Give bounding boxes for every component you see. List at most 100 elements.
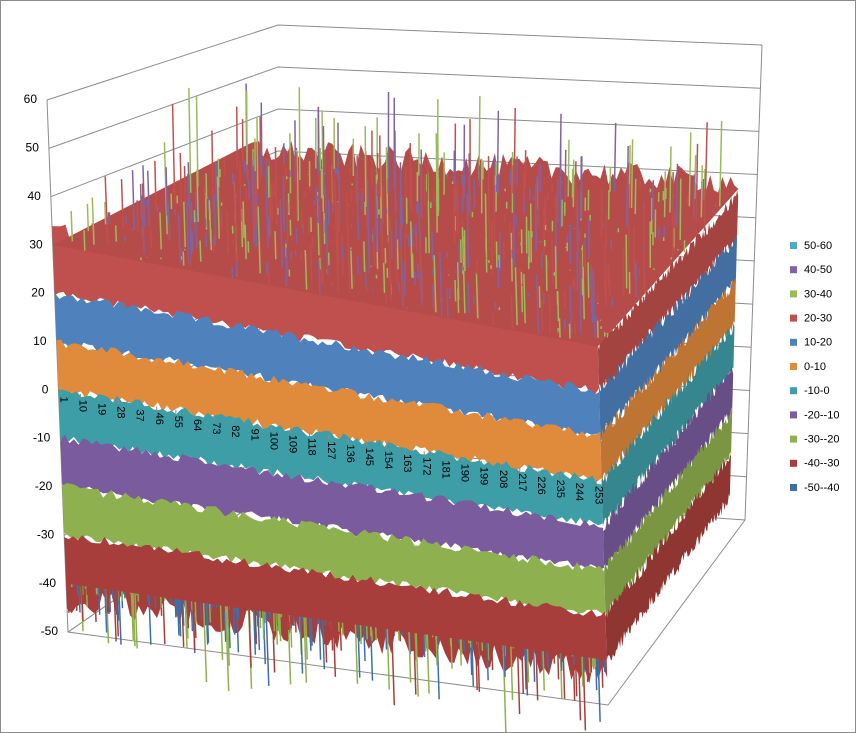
- surface-spike: [183, 165, 187, 204]
- surface-spike: [179, 152, 183, 206]
- surface-spike: [652, 180, 655, 220]
- x-tick-label: 46: [153, 413, 165, 425]
- surface-band-front: [56, 339, 602, 484]
- legend-swatch: [790, 435, 797, 443]
- surface-spike: [187, 173, 190, 206]
- surface-spike: [299, 616, 304, 674]
- surface-spike: [274, 147, 278, 225]
- surface-spike: [336, 201, 340, 264]
- surface-spike: [487, 643, 490, 661]
- surface-spike: [168, 223, 171, 241]
- surface-spike: [273, 613, 276, 632]
- surface-spike: [186, 600, 190, 629]
- z-tick-label: -30: [37, 527, 55, 541]
- z-tick-label: -40: [39, 576, 57, 590]
- surface-spike: [162, 597, 166, 645]
- surface-spike: [213, 195, 217, 246]
- surface-spike: [548, 294, 551, 331]
- surface-spike: [321, 110, 325, 213]
- surface-spike: [345, 192, 351, 294]
- surface-spike: [278, 613, 282, 642]
- surface-spike: [535, 650, 539, 701]
- surface-spike: [435, 636, 438, 666]
- z-tick-label: -20: [35, 479, 53, 493]
- surface-spike: [551, 239, 554, 285]
- surface-spike: [113, 590, 117, 642]
- surface-spike: [208, 603, 212, 623]
- surface-spike: [323, 212, 326, 245]
- surface-spike: [226, 606, 231, 666]
- surface-spike: [289, 133, 292, 194]
- surface-spike: [257, 206, 261, 274]
- surface-band-side: [597, 190, 739, 391]
- surface-spike: [167, 202, 170, 224]
- surface-band-side: [600, 279, 736, 483]
- surface-spike: [597, 658, 601, 722]
- surface-band-front: [54, 292, 601, 438]
- surface-spike: [304, 249, 308, 290]
- surface-spike: [324, 620, 328, 663]
- surface-spike: [545, 255, 548, 291]
- surface-spike: [183, 201, 186, 248]
- surface-spike: [491, 643, 494, 671]
- surface-spike: [560, 653, 563, 671]
- surface-spike: [496, 110, 500, 181]
- surface-spike: [410, 221, 413, 278]
- x-tick-label: 172: [420, 457, 432, 475]
- surface-spike: [188, 87, 192, 193]
- x-tick-label: 163: [401, 454, 413, 472]
- surface-spike: [141, 183, 145, 219]
- surface-spike: [132, 593, 136, 647]
- surface-spike: [93, 587, 97, 623]
- surface-spike: [364, 265, 367, 287]
- surface-spike: [557, 653, 560, 680]
- surface-spike: [535, 274, 540, 334]
- surface-band-front: [58, 389, 603, 526]
- surface-spike: [255, 184, 258, 231]
- surface-spike: [259, 611, 262, 629]
- z-tick-label: 0: [42, 382, 49, 396]
- surface-spike: [181, 600, 185, 647]
- surface-spike: [408, 632, 412, 683]
- surface-spike: [211, 130, 214, 185]
- surface-spike: [350, 247, 353, 289]
- x-tick-label: 136: [344, 445, 356, 463]
- surface-spike: [271, 612, 276, 673]
- surface-spike: [285, 199, 289, 243]
- grid-line: [50, 108, 759, 198]
- surface-spike: [457, 262, 460, 300]
- surface-spike: [232, 174, 238, 262]
- surface-spike: [356, 155, 359, 221]
- surface-spike: [363, 241, 366, 272]
- surface-spike: [526, 648, 530, 683]
- surface-spike: [191, 229, 194, 253]
- surface-spike: [259, 116, 262, 182]
- surface-spike: [382, 262, 386, 293]
- surface-spike: [147, 170, 151, 228]
- x-tick-label: 91: [248, 429, 260, 441]
- surface-spike: [226, 210, 230, 253]
- surface-spike: [374, 182, 378, 253]
- surface-spike: [252, 165, 256, 229]
- surface-spike: [277, 613, 280, 632]
- surface-spike: [89, 587, 92, 606]
- legend-swatch: [790, 242, 797, 249]
- surface-spike: [182, 600, 185, 626]
- surface-spike: [254, 610, 257, 639]
- surface-spike: [525, 648, 529, 696]
- x-tick-label: 208: [497, 470, 509, 488]
- legend-swatch: [790, 266, 797, 274]
- surface-spike: [104, 589, 108, 633]
- surface-spike: [236, 607, 240, 653]
- surface-spike: [321, 266, 324, 285]
- legend-swatch: [790, 290, 797, 298]
- surface-spike: [587, 262, 590, 298]
- surface-spike: [134, 593, 138, 649]
- surface-spike: [467, 283, 470, 314]
- surface-spike: [357, 255, 360, 276]
- surface-spike: [403, 261, 406, 296]
- legend-label: -30--20: [804, 434, 839, 446]
- surface-band-side: [605, 454, 731, 661]
- surface-spike: [199, 240, 202, 262]
- surface-spike: [171, 103, 176, 204]
